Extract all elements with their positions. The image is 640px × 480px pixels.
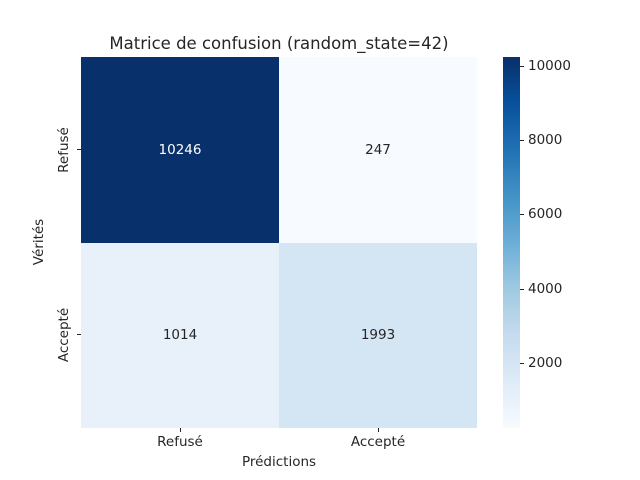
colorbar-tick-mark-4000 xyxy=(520,289,524,291)
cell-value: 1014 xyxy=(162,327,198,344)
heatmap-cell-true-refuse-pred-accepte: 247 xyxy=(279,57,477,243)
y-tick-mark-refuse xyxy=(77,149,81,151)
x-axis-label: Prédictions xyxy=(241,454,317,470)
heatmap-cell-true-refuse-pred-refuse: 10246 xyxy=(81,57,279,243)
colorbar xyxy=(503,57,520,428)
colorbar-tick-label-8000: 8000 xyxy=(528,132,563,148)
y-axis-label: Vérités xyxy=(31,218,47,266)
heatmap-cell-true-accepte-pred-refuse: 1014 xyxy=(81,242,279,428)
heatmap-cell-true-accepte-pred-accepte: 1993 xyxy=(279,242,477,428)
chart-title: Matrice de confusion (random_state=42) xyxy=(109,34,449,53)
colorbar-tick-label-10000: 10000 xyxy=(528,58,571,74)
x-tick-label-refuse: Refusé xyxy=(157,434,203,450)
colorbar-tick-mark-8000 xyxy=(520,140,524,142)
cell-value: 1993 xyxy=(360,327,396,344)
colorbar-tick-mark-6000 xyxy=(520,214,524,216)
x-tick-mark-refuse xyxy=(180,428,182,432)
colorbar-tick-mark-2000 xyxy=(520,363,524,365)
colorbar-tick-mark-10000 xyxy=(520,66,524,68)
colorbar-tick-label-2000: 2000 xyxy=(528,355,563,371)
heatmap: 10246 247 1014 1993 xyxy=(81,57,477,428)
y-tick-label-refuse: Refusé xyxy=(56,127,72,173)
x-tick-label-accepte: Accepté xyxy=(350,434,406,450)
colorbar-tick-label-6000: 6000 xyxy=(528,206,563,222)
colorbar-tick-label-4000: 4000 xyxy=(528,281,563,297)
y-tick-mark-accepte xyxy=(77,334,81,336)
cell-value: 10246 xyxy=(158,141,202,158)
x-tick-mark-accepte xyxy=(378,428,380,432)
y-tick-label-accepte: Accepté xyxy=(56,307,72,363)
cell-value: 247 xyxy=(365,141,391,158)
